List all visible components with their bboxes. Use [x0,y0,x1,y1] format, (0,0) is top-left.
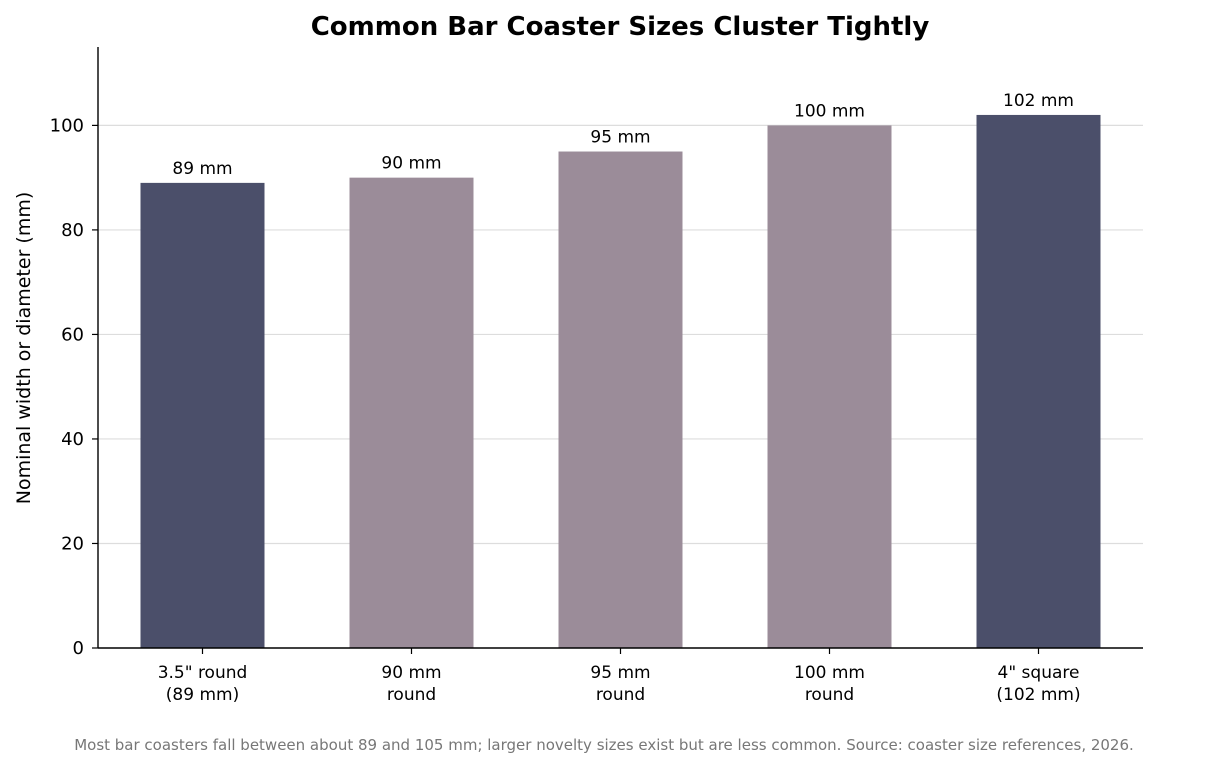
x-tick-label: 95 mm [590,663,650,683]
bar [558,151,683,649]
x-tick-label: round [805,685,854,705]
x-tick-label: round [387,685,436,705]
y-axis-label: Nominal width or diameter (mm) [13,192,35,505]
labels: 0 20 40 60 80 100 89 mm 3.5" round(89 mm) 90 mm 9… [50,91,1081,705]
x-tick-label: 4" square [998,663,1080,683]
y-tick-label: 100 [50,115,84,136]
x-tick-label: (89 mm) [166,685,239,705]
axes [92,47,1143,654]
bar-value-label: 102 mm [1003,91,1074,111]
bars [140,114,1101,649]
chart-title: Common Bar Coaster Sizes Cluster Tightly [311,12,930,42]
x-tick-label: 100 mm [794,663,865,683]
y-tick-label: 20 [61,533,84,554]
y-tick-label: 0 [73,638,84,659]
footnote: Most bar coasters fall between about 89 … [74,736,1134,754]
bar-value-label: 95 mm [590,128,650,148]
y-tick-label: 60 [61,324,84,345]
x-tick-label: round [596,685,645,705]
x-tick-label: 3.5" round [158,663,248,683]
bar [767,125,892,649]
x-tick-label: 90 mm [381,663,441,683]
y-tick-label: 40 [61,429,84,450]
bar-value-label: 89 mm [172,159,232,179]
bar-value-label: 90 mm [381,154,441,174]
bar [349,177,474,649]
x-tick-label: (102 mm) [996,685,1080,705]
bar-value-label: 100 mm [794,101,865,121]
bar [140,182,265,648]
bar [976,114,1101,648]
y-tick-label: 80 [61,220,84,241]
